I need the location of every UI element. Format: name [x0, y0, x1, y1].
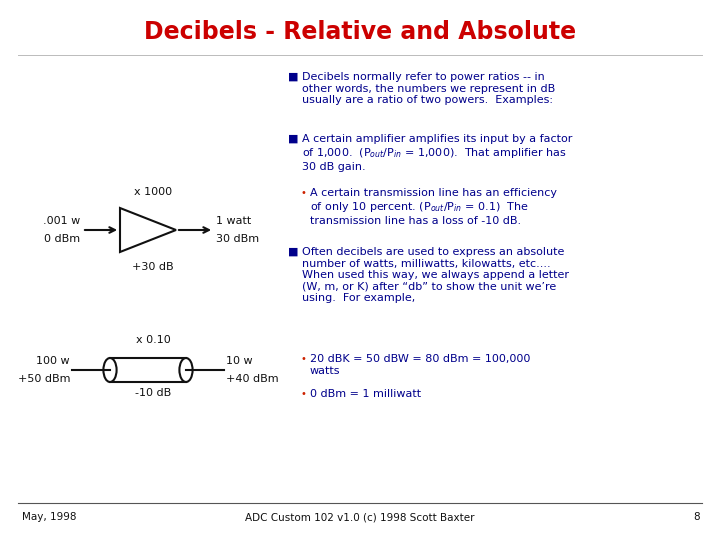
Text: ■: ■: [288, 72, 299, 82]
Text: 100 w: 100 w: [37, 356, 70, 366]
Text: 0 dBm: 0 dBm: [44, 234, 80, 244]
Bar: [110, 358, 186, 382]
Text: 0 dBm = 1 milliwatt: 0 dBm = 1 milliwatt: [310, 389, 421, 399]
Ellipse shape: [179, 358, 193, 382]
Text: .001 w: .001 w: [42, 216, 80, 226]
Text: 8: 8: [693, 512, 700, 522]
Text: 30 dBm: 30 dBm: [216, 234, 259, 244]
Text: ■: ■: [288, 134, 299, 144]
Text: •: •: [300, 389, 306, 399]
Text: +40 dBm: +40 dBm: [226, 374, 279, 384]
Text: +50 dBm: +50 dBm: [17, 374, 70, 384]
Text: x 1000: x 1000: [134, 187, 172, 197]
Text: •: •: [300, 354, 306, 364]
Text: •: •: [300, 188, 306, 198]
Text: ADC Custom 102 v1.0 (c) 1998 Scott Baxter: ADC Custom 102 v1.0 (c) 1998 Scott Baxte…: [246, 512, 474, 522]
Text: x 0.10: x 0.10: [135, 335, 171, 345]
Text: ■: ■: [288, 247, 299, 257]
Ellipse shape: [104, 358, 117, 382]
Text: 20 dBK = 50 dBW = 80 dBm = 100,000
watts: 20 dBK = 50 dBW = 80 dBm = 100,000 watts: [310, 354, 531, 376]
Text: May, 1998: May, 1998: [22, 512, 76, 522]
Text: A certain amplifier amplifies its input by a factor
of 1,000.  (P$_{out}$/P$_{in: A certain amplifier amplifies its input …: [302, 134, 572, 172]
Text: 1 watt: 1 watt: [216, 216, 251, 226]
Text: Often decibels are used to express an absolute
number of watts, milliwatts, kilo: Often decibels are used to express an ab…: [302, 247, 569, 303]
Text: -10 dB: -10 dB: [135, 388, 171, 398]
Text: +30 dB: +30 dB: [132, 262, 174, 272]
Text: Decibels - Relative and Absolute: Decibels - Relative and Absolute: [144, 20, 576, 44]
Text: 10 w: 10 w: [226, 356, 253, 366]
Text: A certain transmission line has an efficiency
of only 10 percent. (P$_{out}$/P$_: A certain transmission line has an effic…: [310, 188, 557, 226]
Text: Decibels normally refer to power ratios -- in
other words, the numbers we repres: Decibels normally refer to power ratios …: [302, 72, 555, 105]
